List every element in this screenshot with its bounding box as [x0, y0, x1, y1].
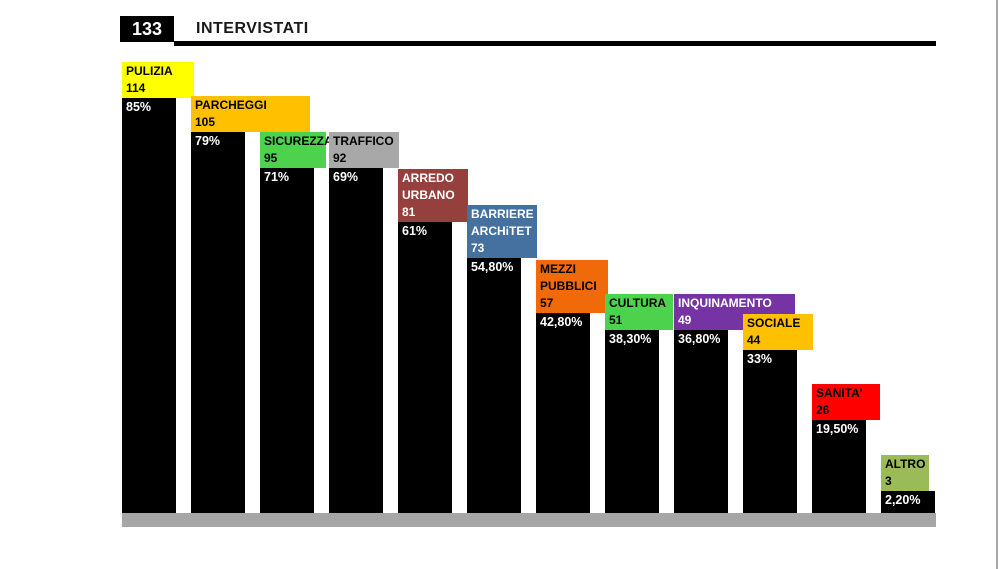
category-count: 95	[264, 151, 278, 165]
bar: 42,80%	[536, 313, 590, 513]
category-label: SANITA' 26	[812, 384, 880, 420]
bar: 33%	[743, 350, 797, 513]
category-name-line: SICUREZZA	[264, 134, 333, 148]
category-name: SANITA'	[816, 385, 878, 402]
category-label: MEZZI PUBBLICI 57	[536, 260, 608, 313]
category-name-line: PULIZIA	[126, 64, 173, 78]
bar: 85%	[122, 98, 176, 513]
category-count: 44	[747, 333, 761, 347]
bar: 38,30%	[605, 330, 659, 513]
category-name: ARREDO URBANO	[402, 170, 466, 204]
category-name-line: PUBBLICI	[540, 279, 597, 293]
category-label: PULIZIA 114	[122, 62, 194, 98]
bar: 36,80%	[674, 330, 728, 513]
category-label: SOCIALE 44	[743, 314, 813, 350]
bar-percent-label: 61%	[402, 224, 428, 238]
category-label: CULTURA 51	[605, 294, 673, 330]
category-count: 81	[402, 205, 416, 219]
window-right-edge	[996, 0, 999, 569]
category-name: SICUREZZA	[264, 133, 333, 150]
category-name: PULIZIA	[126, 63, 192, 80]
bar-percent-label: 69%	[333, 170, 359, 184]
category-name: SOCIALE	[747, 315, 811, 332]
category-name-line: TRAFFICO	[333, 134, 394, 148]
category-count: 3	[885, 474, 892, 488]
bar-percent-label: 2,20%	[885, 493, 921, 507]
bar: 2,20%	[881, 491, 935, 513]
bar-percent-label: 36,80%	[678, 332, 721, 346]
category-name-line: ARCHiTET	[471, 224, 532, 238]
category-name-line: CULTURA	[609, 296, 667, 310]
bar-percent-label: 85%	[126, 100, 152, 114]
category-name: PARCHEGGI	[195, 97, 308, 114]
category-name-line: PARCHEGGI	[195, 98, 267, 112]
category-label: INQUINAMENTO 49	[674, 294, 795, 330]
category-name-line: INQUINAMENTO	[678, 296, 772, 310]
bar: 54,80%	[467, 258, 521, 513]
category-name: ALTRO	[885, 456, 927, 473]
category-name: TRAFFICO	[333, 133, 397, 150]
bar: 79%	[191, 132, 245, 513]
category-count: 92	[333, 151, 347, 165]
bar-percent-label: 79%	[195, 134, 221, 148]
category-label: ARREDO URBANO 81	[398, 169, 468, 222]
bar-percent-label: 71%	[264, 170, 290, 184]
bar-percent-label: 42,80%	[540, 315, 583, 329]
category-count: 49	[678, 313, 692, 327]
respondents-count: 133	[131, 18, 163, 39]
category-name: MEZZI PUBBLICI	[540, 261, 606, 295]
category-name-line: ARREDO	[402, 171, 455, 185]
bar-percent-label: 54,80%	[471, 260, 514, 274]
category-name-line: URBANO	[402, 188, 455, 202]
category-count: 26	[816, 403, 830, 417]
category-count: 105	[195, 115, 216, 129]
category-name-line: SANITA'	[816, 386, 863, 400]
category-label: TRAFFICO 92	[329, 132, 399, 168]
bar: 61%	[398, 222, 452, 513]
bar-percent-label: 33%	[747, 352, 773, 366]
category-name-line: ALTRO	[885, 457, 926, 471]
category-count: 51	[609, 313, 623, 327]
bar-percent-label: 38,30%	[609, 332, 652, 346]
bar: 19,50%	[812, 420, 866, 513]
category-label: PARCHEGGI 105	[191, 96, 310, 132]
category-count: 114	[126, 81, 146, 95]
category-count: 57	[540, 296, 554, 310]
category-name-line: BARRIERE	[471, 207, 534, 221]
category-name: BARRIERE ARCHiTET	[471, 206, 535, 240]
bar-percent-label: 19,50%	[816, 422, 859, 436]
page-title: INTERVISTATI	[196, 20, 309, 37]
category-count: 73	[471, 241, 485, 255]
category-name: CULTURA	[609, 295, 671, 312]
category-name-line: MEZZI	[540, 262, 576, 276]
baseline-strip	[122, 513, 936, 527]
bar: 71%	[260, 168, 314, 513]
category-label: BARRIERE ARCHiTET 73	[467, 205, 537, 258]
category-name: INQUINAMENTO	[678, 295, 793, 312]
respondents-count-badge: 133	[120, 16, 174, 42]
category-name-line: SOCIALE	[747, 316, 801, 330]
bar: 69%	[329, 168, 383, 513]
category-label: ALTRO 3	[881, 455, 929, 491]
header-underline	[174, 41, 936, 46]
category-label: SICUREZZA 95	[260, 132, 333, 168]
